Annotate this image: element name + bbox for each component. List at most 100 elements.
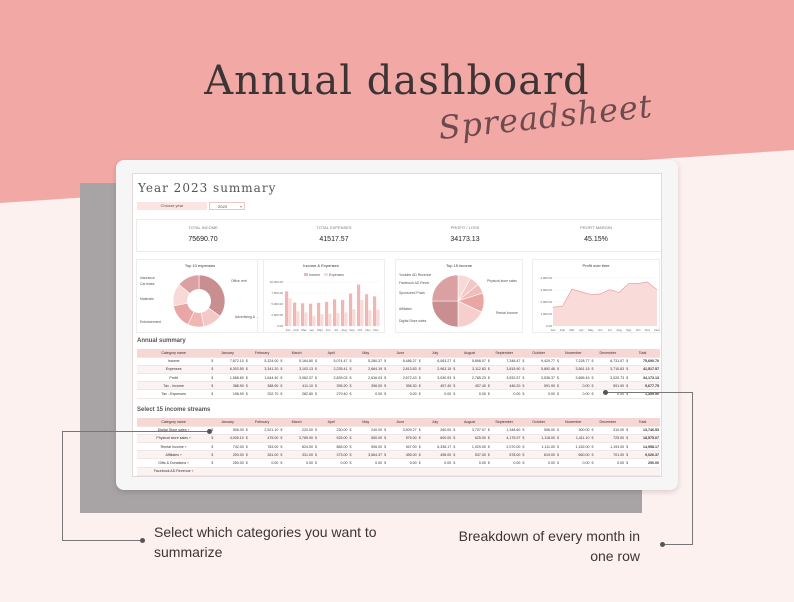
spreadsheet-frame: Year 2023 summary Choose year 2023 ▾ TOTA… bbox=[116, 160, 678, 490]
category-name: Digital Store sales bbox=[158, 428, 187, 432]
value-cell: 2,785.23 bbox=[458, 373, 487, 383]
income-expenses-bar-chart: Income Expenses 0.00 2,500.00 5,000.00 7,500.… bbox=[270, 273, 380, 332]
currency-symbol: $ bbox=[590, 365, 597, 375]
currency-symbol: $ bbox=[521, 442, 528, 452]
value-cell: 6,731.57 bbox=[596, 357, 626, 366]
category-dropdown[interactable]: Affiliates ▾ bbox=[137, 450, 211, 460]
value-cell: 5,074.47 bbox=[320, 357, 349, 366]
currency-symbol: $ bbox=[452, 450, 459, 460]
total-cell: 13,746.53 bbox=[631, 426, 660, 435]
category-dropdown[interactable]: Rental Income ▾ bbox=[137, 442, 211, 452]
value-cell: 2,672.43 bbox=[389, 373, 418, 383]
currency-symbol: $ bbox=[452, 434, 459, 444]
value-cell: 578.00 bbox=[492, 450, 522, 460]
value-cell: 0.00 bbox=[527, 389, 556, 399]
value-cell: 3,102.13 bbox=[285, 365, 314, 375]
kpi-label: TOTAL EXPENSES bbox=[316, 225, 352, 230]
column-header: Total bbox=[625, 418, 660, 427]
currency-symbol: $ bbox=[313, 389, 321, 399]
value-cell: 3,112.83 bbox=[458, 365, 487, 375]
chevron-down-icon: ▾ bbox=[188, 436, 191, 441]
currency-symbol: $ bbox=[383, 458, 390, 468]
category-dropdown[interactable]: Digital Store sales ▾ bbox=[137, 426, 211, 435]
value-cell: 9,429.77 bbox=[527, 357, 556, 366]
year-dropdown[interactable]: 2023 ▾ bbox=[209, 202, 245, 210]
currency-symbol: $ bbox=[383, 442, 390, 452]
currency-symbol bbox=[625, 467, 632, 476]
value-cell: 0.00 bbox=[354, 389, 384, 399]
column-header: September bbox=[486, 349, 522, 358]
top-band bbox=[0, 0, 794, 203]
value-cell bbox=[354, 467, 384, 476]
table-row: Profit $1,568.60 $1,644.40 $3,062.37 $2,839.… bbox=[137, 373, 660, 383]
value-cell: 506.00 bbox=[216, 426, 245, 435]
kpi-total-income: TOTAL INCOME 75690.70 bbox=[137, 225, 269, 243]
bar-expenses bbox=[304, 312, 308, 326]
value-cell: 0.00 bbox=[562, 381, 591, 391]
currency-symbol bbox=[521, 467, 528, 476]
currency-symbol: $ bbox=[625, 357, 632, 366]
value-cell: 865.00 bbox=[320, 442, 349, 452]
panel-top-income: Top 15 income Youtube AD Revenue Facebook… bbox=[395, 259, 523, 333]
table-row: Facebook AD Revenue ▾ bbox=[137, 467, 660, 476]
kpi-label: TOTAL INCOME bbox=[188, 225, 218, 230]
column-header: Category name bbox=[137, 349, 211, 358]
x-tick-label: Jun bbox=[598, 328, 603, 332]
value-cell bbox=[458, 467, 487, 476]
currency-symbol: $ bbox=[417, 357, 424, 366]
pie-slice bbox=[431, 300, 459, 328]
column-header: June bbox=[383, 349, 418, 358]
currency-symbol: $ bbox=[625, 381, 632, 391]
currency-symbol: $ bbox=[417, 442, 424, 452]
slice-label: Car lease bbox=[140, 282, 155, 286]
x-tick-label: Apr bbox=[579, 328, 584, 332]
income-pie-chart: Youtube AD Revenue Facebook AD Rever Spons… bbox=[399, 273, 518, 328]
total-cell: 1,359.90 bbox=[631, 389, 660, 399]
column-header: March bbox=[279, 349, 314, 358]
income-streams-table: Category name January February March April Ma… bbox=[137, 418, 660, 476]
bar-expenses bbox=[368, 310, 372, 326]
value-cell: 7,348.47 bbox=[492, 357, 522, 366]
value-cell: 0.00 bbox=[596, 389, 626, 399]
panel-title: Profit over time bbox=[582, 263, 610, 268]
category-dropdown[interactable]: Physical store sales ▾ bbox=[137, 434, 211, 444]
value-cell: 906.00 bbox=[354, 442, 384, 452]
table-row: Digital Store sales ▾$506.00$2,521.10$22… bbox=[137, 426, 660, 435]
chevron-down-icon: ▾ bbox=[239, 204, 242, 209]
currency-symbol: $ bbox=[417, 426, 424, 435]
value-cell: 1,644.40 bbox=[250, 373, 280, 383]
value-cell: 240.00 bbox=[354, 426, 384, 435]
value-cell: 457.40 bbox=[458, 381, 487, 391]
callout-line-left-bottom bbox=[62, 540, 142, 541]
legend-swatch-expenses bbox=[324, 273, 328, 276]
value-cell: 3,030.93 bbox=[423, 373, 453, 383]
value-cell: 742.00 bbox=[216, 442, 245, 452]
annual-summary-table: Category name January February March April Ma… bbox=[137, 349, 660, 399]
value-cell: 2,616.03 bbox=[354, 373, 384, 383]
column-header: June bbox=[383, 418, 418, 427]
value-cell: 1,348.60 bbox=[492, 426, 522, 435]
total-cell: 9,026.37 bbox=[631, 450, 660, 460]
value-cell: 496.00 bbox=[423, 450, 453, 460]
category-dropdown[interactable]: Gifts & Donations ▾ bbox=[137, 458, 211, 468]
value-cell: 3,341.20 bbox=[250, 365, 280, 375]
currency-symbol: $ bbox=[590, 381, 597, 391]
bar-expenses bbox=[336, 312, 340, 326]
category-dropdown[interactable]: Facebook AD Revenue ▾ bbox=[137, 467, 211, 476]
currency-symbol: $ bbox=[348, 426, 355, 435]
currency-symbol: $ bbox=[313, 357, 321, 366]
currency-symbol: $ bbox=[348, 389, 355, 399]
value-cell: 575.00 bbox=[389, 434, 418, 444]
total-cell: 250.00 bbox=[631, 458, 660, 468]
column-header: March bbox=[279, 418, 314, 427]
column-header: December bbox=[590, 349, 626, 358]
currency-symbol: $ bbox=[244, 458, 251, 468]
value-cell: 0.00 bbox=[320, 458, 349, 468]
currency-symbol: $ bbox=[279, 365, 286, 375]
kpi-value: 75690.70 bbox=[188, 236, 218, 243]
currency-symbol: $ bbox=[590, 450, 597, 460]
currency-symbol: $ bbox=[313, 450, 321, 460]
value-cell bbox=[285, 467, 314, 476]
value-cell: 3,815.90 bbox=[492, 365, 522, 375]
category-cell: Expenses bbox=[137, 365, 211, 375]
